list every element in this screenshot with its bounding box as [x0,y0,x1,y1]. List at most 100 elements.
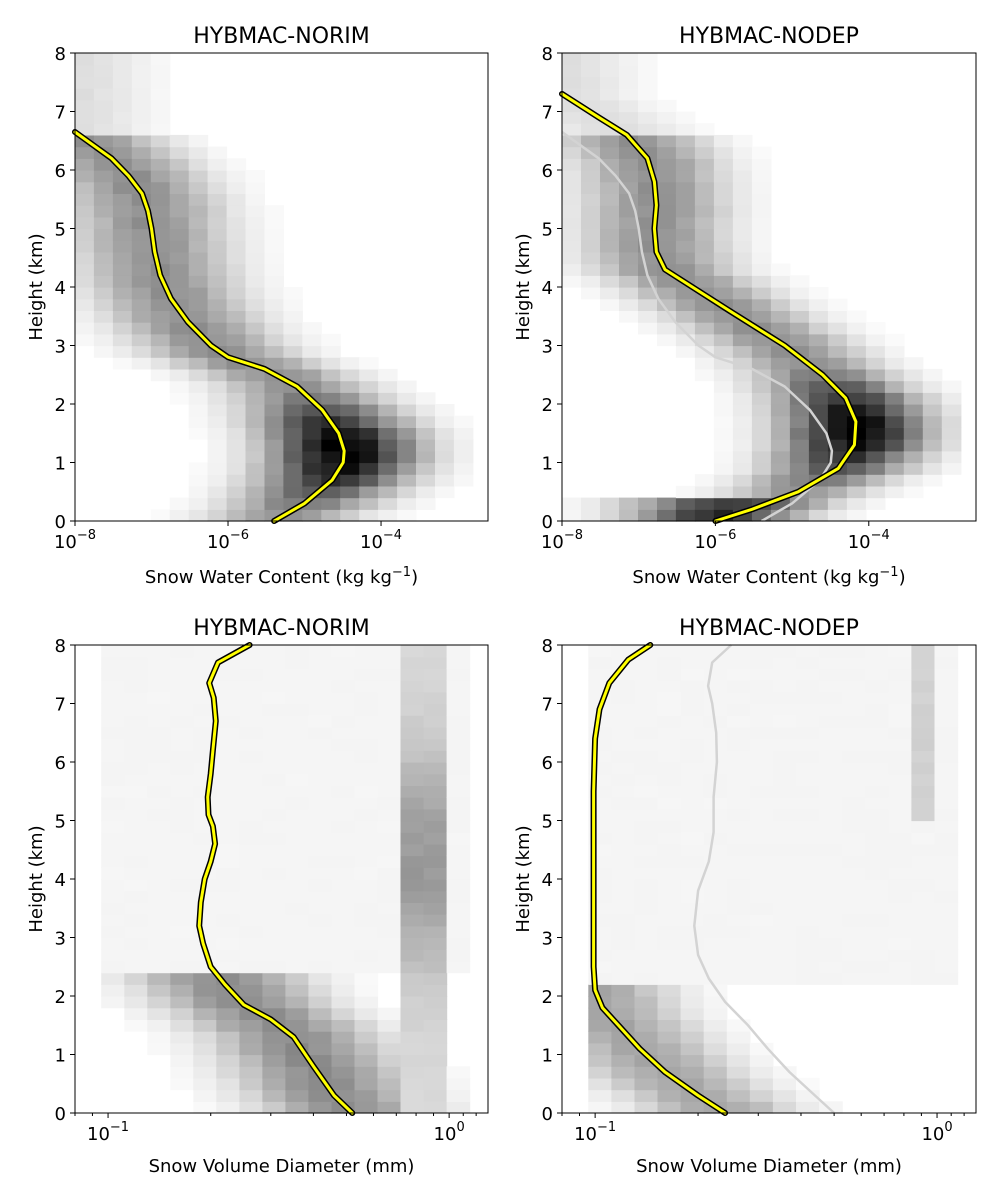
heatmap-cell [416,392,436,405]
heatmap-cell [112,181,133,194]
heatmap-cell [888,785,912,798]
heatmap-cell [888,738,912,751]
heatmap-cell [865,357,886,370]
heatmap-cell [588,726,612,740]
heatmap-cell [400,715,425,728]
heatmap-cell [331,750,356,763]
heatmap-cell [842,726,866,740]
heatmap-cell [216,1007,240,1020]
heatmap-cell [285,1077,309,1091]
heatmap-cell [846,509,867,522]
heatmap-cell [749,762,774,775]
y-tick-label: 3 [542,929,553,950]
heatmap-cell [377,914,402,927]
heatmap-cell [131,333,152,347]
heatmap-cell [600,146,620,159]
heatmap-cell [101,867,125,880]
heatmap-cell [308,960,332,974]
heatmap-cell [308,738,332,751]
heatmap-cell [262,984,286,997]
heatmap-cell [884,450,905,464]
heatmap-cell [170,960,194,974]
heatmap-cell [694,485,715,499]
heatmap-cell [423,960,448,974]
heatmap-cell [75,216,95,230]
heatmap-cell [884,415,905,428]
heatmap-cell [934,879,959,892]
heatmap-cell [611,797,636,810]
heatmap-cell [207,275,228,288]
heatmap-cell [400,843,425,857]
heatmap-cell [169,240,190,253]
heatmap-cell [827,474,848,487]
heatmap-cell [264,497,284,510]
heatmap-cell [75,64,95,77]
heatmap-cell [789,415,810,428]
heatmap-cell [216,1019,240,1032]
heatmap-cell [124,843,148,857]
heatmap-cell [170,762,194,775]
heatmap-cell [377,960,402,974]
heatmap-cell [188,392,209,405]
heatmap-cell [680,867,705,880]
x-tick-label: 10−1 [87,1120,129,1145]
heatmap-cell [581,181,601,194]
heatmap-cell [581,123,601,136]
heatmap-cell [446,1066,471,1079]
heatmap-cell [903,415,924,428]
heatmap-cell [150,111,171,124]
heatmap-cell [634,867,659,880]
heatmap-cell [694,240,715,253]
heatmap-cell [562,181,582,194]
heatmap-cell [638,64,658,77]
heatmap-cell [124,1007,148,1020]
heatmap-cell [911,738,936,751]
heatmap-cell [400,820,425,833]
heatmap-cell [285,937,309,950]
y-tick-label: 1 [55,1046,66,1067]
heatmap-cell [112,76,133,89]
heatmap-cell [865,462,886,475]
heatmap-cell [694,275,715,288]
heatmap-cell [169,497,190,510]
heatmap-cell [726,820,751,833]
heatmap-cell [308,1019,332,1032]
heatmap-cell [680,1007,705,1020]
heatmap-cell [216,902,240,915]
heatmap-cell [170,645,194,658]
heatmap-cell [694,170,715,183]
heatmap-cell [170,785,194,798]
heatmap-cell [226,497,247,510]
heatmap-cell [423,726,448,740]
heatmap-cell [423,890,448,903]
heatmap-cell [245,298,265,311]
heatmap-cell [619,99,639,113]
heatmap-cell [446,890,471,903]
heatmap-cell [888,668,912,681]
heatmap-cell [354,925,379,939]
heatmap-cell [588,656,612,669]
heatmap-cell [239,668,263,681]
heatmap-cell [865,808,889,822]
heatmap-cell [751,181,772,194]
heatmap-cell [188,228,209,241]
heatmap-cell [819,867,843,880]
heatmap-cell [283,357,303,370]
heatmap-cell [888,656,912,669]
heatmap-cell [423,855,448,868]
heatmap-cell [262,890,286,903]
heatmap-cell [423,925,448,939]
heatmap-cell [865,380,886,393]
heatmap-cell [611,750,636,763]
heatmap-cell [397,485,417,499]
heatmap-cell [207,485,228,499]
heatmap-cell [713,474,734,487]
heatmap-cell [796,656,820,669]
heatmap-cell [611,843,636,857]
heatmap-cell [770,474,791,487]
heatmap-cell [726,762,751,775]
heatmap-cell [112,228,133,241]
heatmap-cell [694,497,715,510]
heatmap-cell [400,1101,425,1114]
heatmap-cell [207,392,228,405]
